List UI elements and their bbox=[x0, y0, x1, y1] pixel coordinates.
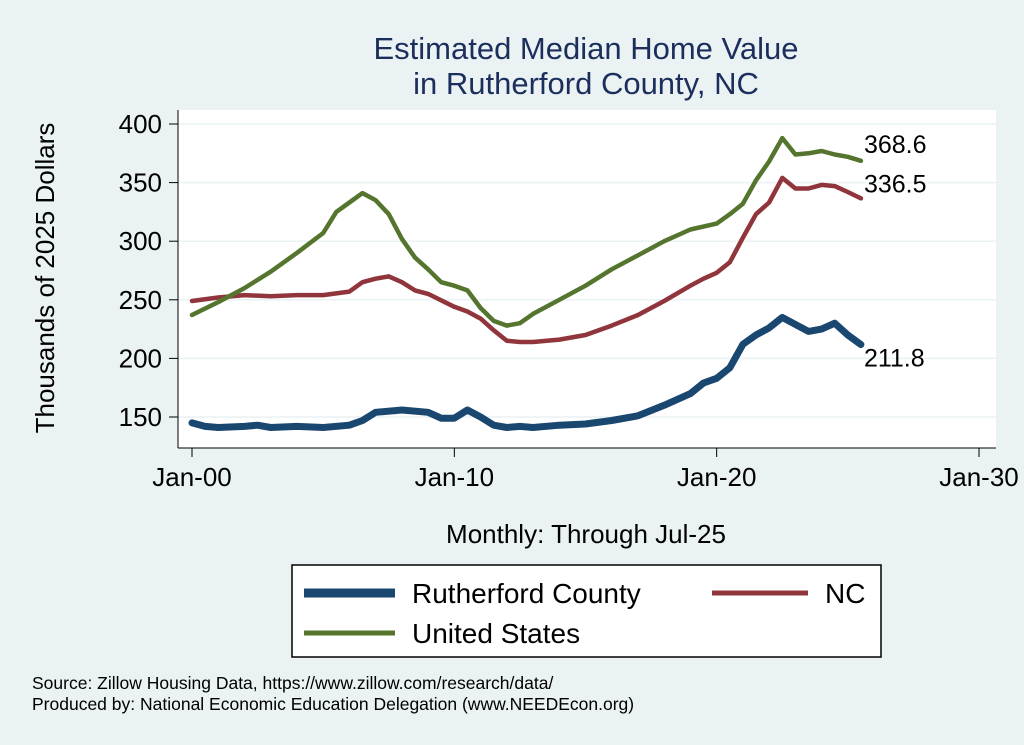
x-tick-label-jan-20: Jan-20 bbox=[677, 462, 757, 492]
source-line: Source: Zillow Housing Data, https://www… bbox=[32, 673, 553, 693]
end-label-rutherford-county: 211.8 bbox=[864, 345, 925, 373]
y-tick-label-350: 350 bbox=[119, 168, 162, 198]
producer-line: Produced by: National Economic Education… bbox=[32, 694, 634, 714]
legend-label-nc: NC bbox=[825, 578, 865, 609]
end-label-nc: 336.5 bbox=[864, 170, 927, 198]
y-tick-label-300: 300 bbox=[119, 226, 162, 256]
chart-title-line-2: in Rutherford County, NC bbox=[413, 66, 759, 101]
plot-area bbox=[178, 110, 996, 448]
legend-box bbox=[291, 564, 882, 658]
x-axis: Jan-00 Jan-10 Jan-20 Jan-30 bbox=[152, 448, 1019, 492]
legend-label-rutherford: Rutherford County bbox=[412, 578, 641, 609]
y-tick-label-200: 200 bbox=[119, 343, 162, 373]
series-line-united-states bbox=[189, 135, 864, 328]
series-lines bbox=[188, 135, 865, 431]
x-tick-label-jan-30: Jan-30 bbox=[939, 462, 1019, 492]
legend-label-us: United States bbox=[412, 618, 580, 649]
legend: Rutherford County NC United States bbox=[291, 564, 882, 658]
y-axis: 150 200 250 300 350 400 bbox=[119, 109, 178, 432]
y-tick-label-250: 250 bbox=[119, 285, 162, 315]
x-axis-label: Monthly: Through Jul-25 bbox=[446, 519, 726, 549]
x-tick-label-jan-10: Jan-10 bbox=[415, 462, 495, 492]
y-tick-label-400: 400 bbox=[119, 109, 162, 139]
chart-title-line-1: Estimated Median Home Value bbox=[373, 31, 798, 66]
y-tick-label-150: 150 bbox=[119, 402, 162, 432]
y-axis-label: Thousands of 2025 Dollars bbox=[30, 123, 60, 434]
end-label-united-states: 368.6 bbox=[864, 131, 927, 159]
series-line-rutherford-county bbox=[188, 313, 865, 431]
series-line-nc bbox=[189, 175, 864, 345]
end-labels: 211.8 336.5 368.6 bbox=[864, 131, 927, 373]
x-tick-label-jan-00: Jan-00 bbox=[152, 462, 232, 492]
